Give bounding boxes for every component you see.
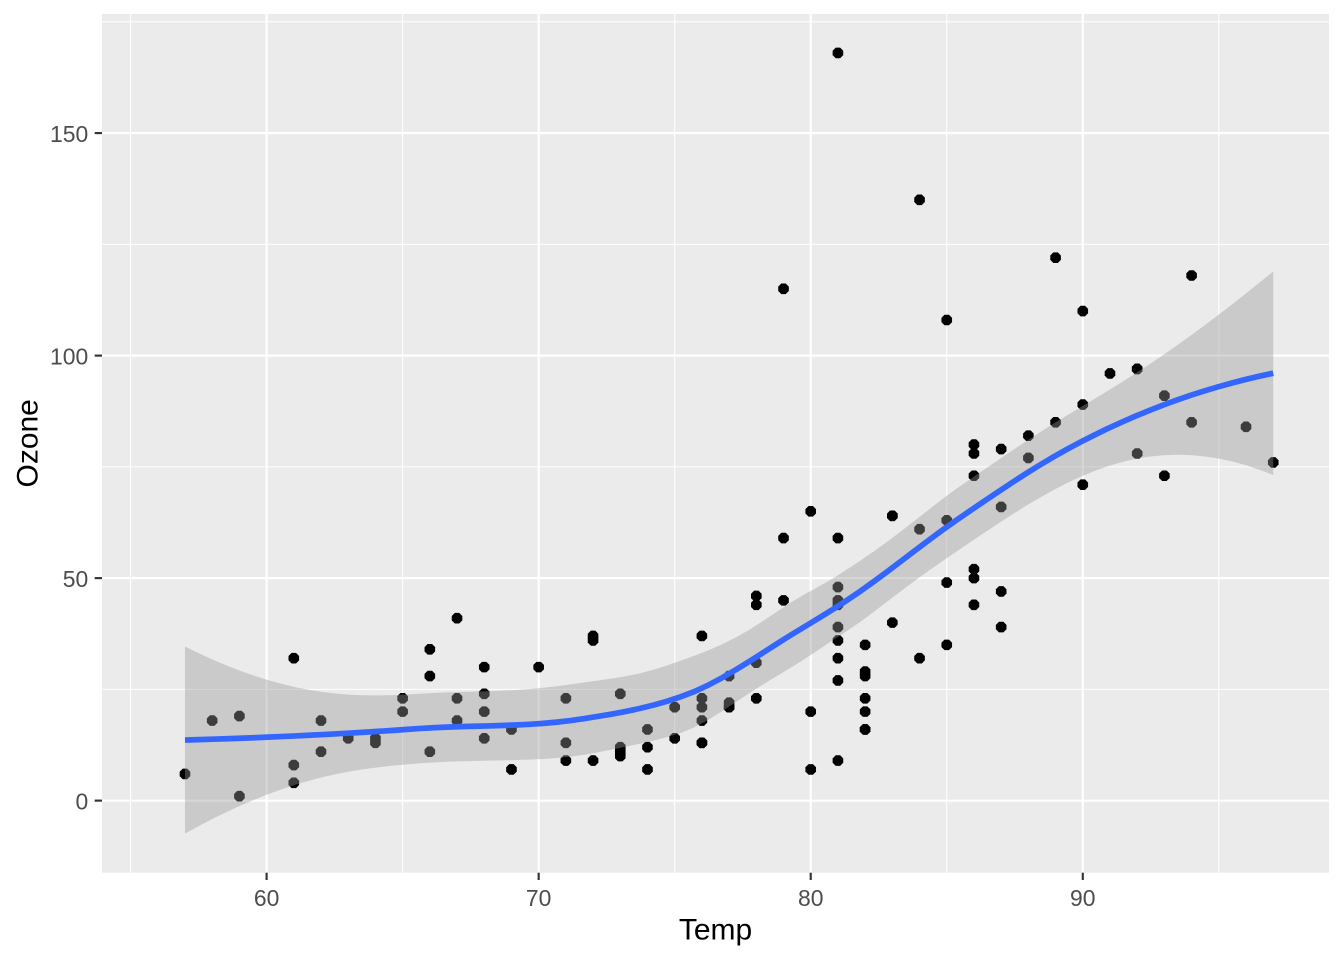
svg-text:Ozone: Ozone (12, 399, 45, 487)
svg-text:90: 90 (1070, 885, 1095, 911)
svg-text:Temp: Temp (679, 914, 752, 947)
svg-text:80: 80 (798, 885, 823, 911)
svg-text:100: 100 (50, 344, 88, 370)
svg-text:0: 0 (75, 789, 88, 815)
svg-text:70: 70 (526, 885, 551, 911)
svg-text:50: 50 (63, 566, 88, 592)
svg-text:60: 60 (254, 885, 279, 911)
svg-text:150: 150 (50, 121, 88, 147)
